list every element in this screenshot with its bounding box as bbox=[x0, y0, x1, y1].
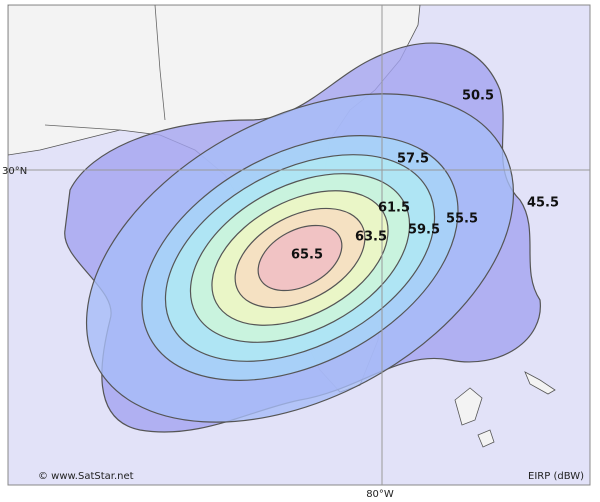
contour-label: 45.5 bbox=[527, 196, 559, 211]
contour bbox=[257, 224, 343, 292]
contour-label: 63.5 bbox=[355, 230, 387, 245]
island bbox=[524, 371, 556, 395]
contour-label: 59.5 bbox=[408, 223, 440, 238]
island bbox=[454, 387, 483, 426]
contour-label: 61.5 bbox=[378, 201, 410, 216]
contour-label: 65.5 bbox=[291, 248, 323, 263]
credit: © www.SatStar.net bbox=[38, 471, 134, 482]
contour-label: 57.5 bbox=[397, 152, 429, 167]
latitude-label: 30°N bbox=[2, 166, 27, 177]
unit-label: EIRP (dBW) bbox=[528, 471, 584, 482]
contour-label: 55.5 bbox=[446, 212, 478, 227]
longitude-label: 80°W bbox=[366, 489, 394, 500]
contour-label: 50.5 bbox=[462, 89, 494, 104]
map-body bbox=[8, 5, 590, 485]
border bbox=[44, 5, 166, 131]
island bbox=[477, 429, 495, 448]
